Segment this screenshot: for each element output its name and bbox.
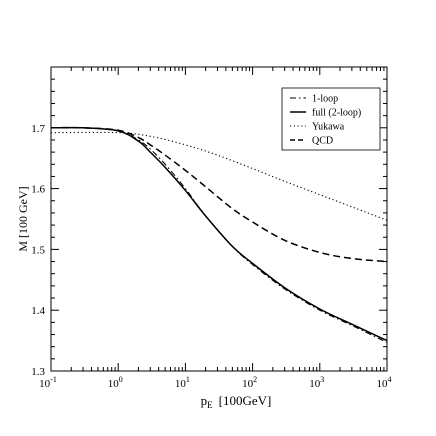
legend-label: Yukawa (312, 122, 345, 133)
x-axis-label-unit: [100GeV] (219, 393, 272, 408)
series-line-1 (50, 126, 388, 342)
x-tick-label: 100 (108, 375, 123, 390)
legend-label: full (2-loop) (312, 108, 361, 119)
legend-label: QCD (312, 136, 333, 147)
x-tick-label: 101 (175, 375, 190, 390)
x-axis-label: pE [100GeV] (201, 393, 272, 410)
series-line-3 (50, 126, 388, 263)
x-tick-label: 10-1 (39, 375, 57, 390)
series-lines (50, 126, 388, 343)
x-tick-label: 102 (242, 375, 257, 390)
y-tick-label: 1.6 (31, 184, 45, 196)
series-line-0 (50, 127, 388, 343)
x-tick-label: 104 (377, 375, 392, 390)
x-axis-label-main: p (201, 393, 208, 408)
legend-label: 1-loop (312, 94, 338, 105)
y-axis-label: M [100 GeV] (16, 186, 30, 251)
plot-frame (50, 66, 388, 372)
x-tick-labels: 10-1 100 101 102 103 104 (39, 375, 391, 390)
y-tick-label: 1.5 (31, 244, 45, 256)
x-axis-label-subscript: E (207, 400, 213, 410)
legend: 1-loop full (2-loop) Yukawa QCD (281, 87, 381, 151)
y-tick-label: 1.7 (31, 123, 45, 135)
y-tick-label: 1.4 (31, 305, 45, 317)
y-tick-labels: 1.3 1.4 1.5 1.6 1.7 (31, 123, 45, 378)
y-tick-label: 1.3 (31, 366, 45, 378)
minor-ticks (51, 67, 387, 371)
x-tick-label: 103 (309, 375, 324, 390)
